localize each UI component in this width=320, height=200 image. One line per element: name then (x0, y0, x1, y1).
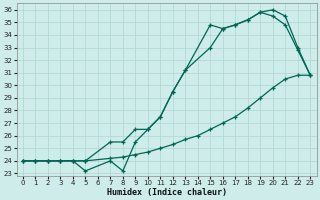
X-axis label: Humidex (Indice chaleur): Humidex (Indice chaleur) (107, 188, 227, 197)
